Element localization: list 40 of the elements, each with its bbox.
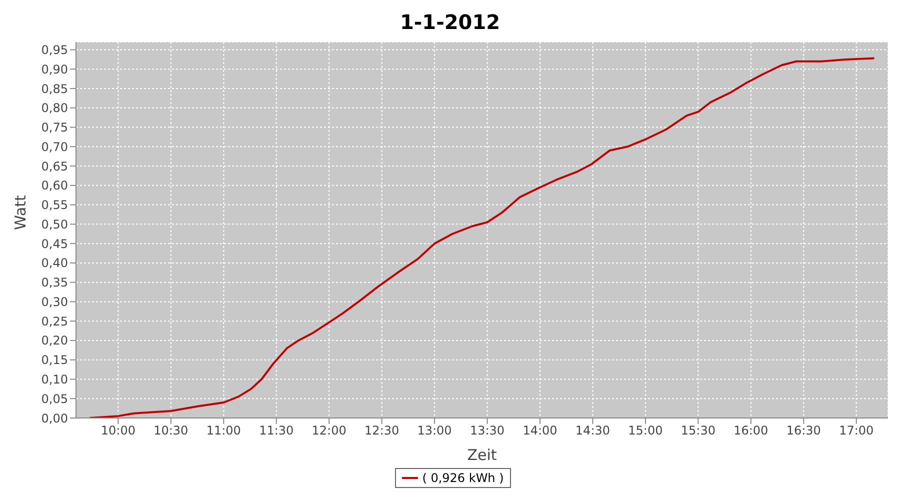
y-tick-label: 0,85 [41, 82, 68, 96]
x-tick-label: 10:30 [154, 424, 188, 438]
y-tick-label: 0,20 [41, 334, 68, 348]
y-tick-label: 0,05 [41, 392, 68, 406]
line-series [88, 57, 876, 418]
y-tick-label: 0,65 [41, 159, 68, 174]
x-tick-label: 16:30 [786, 424, 821, 438]
y-axis-title: Watt [11, 195, 30, 230]
x-tick-label: 13:30 [470, 424, 505, 438]
x-tick-label: 15:00 [628, 424, 663, 438]
y-tick-label: 0,50 [41, 217, 68, 232]
x-tick-label: 12:30 [364, 424, 400, 438]
x-tick-label: 15:30 [680, 424, 716, 438]
x-tick-label: 11:00 [206, 424, 241, 438]
chart-title: 1-1-2012 [398, 9, 502, 36]
y-tick-label: 0,40 [41, 256, 68, 270]
x-tick-label: 14:30 [575, 424, 610, 438]
x-tick-label: 17:00 [839, 424, 874, 438]
y-tick-label: 0,55 [41, 198, 68, 212]
x-tick-label: 13:00 [417, 424, 452, 438]
x-tick-label: 16:00 [734, 424, 768, 438]
x-tick-label: 12:00 [312, 424, 346, 438]
y-tick-label: 0,95 [41, 43, 68, 58]
x-tick-label: 11:30 [259, 424, 294, 438]
y-tick-label: 0,10 [41, 372, 68, 386]
y-tick-label: 0,80 [41, 101, 68, 116]
y-tick-label: 0,45 [41, 236, 68, 251]
y-tick-label: 0,00 [41, 411, 68, 426]
x-tick-label: 10:00 [100, 424, 136, 438]
y-tick-label: 0,70 [41, 140, 68, 154]
y-tick-label: 0,15 [41, 353, 68, 368]
y-tick-label: 0,25 [41, 314, 68, 328]
y-tick-label: 0,30 [41, 294, 68, 309]
x-tick-label: 14:00 [522, 424, 558, 438]
y-tick-label: 0,90 [41, 62, 68, 76]
y-tick-label: 0,60 [41, 178, 68, 193]
legend-label: ( 0,926 kWh ) [421, 471, 504, 485]
y-tick-label: 0,35 [41, 276, 68, 290]
y-tick-label: 0,75 [41, 120, 68, 135]
x-axis-title: Zeit [467, 446, 497, 464]
